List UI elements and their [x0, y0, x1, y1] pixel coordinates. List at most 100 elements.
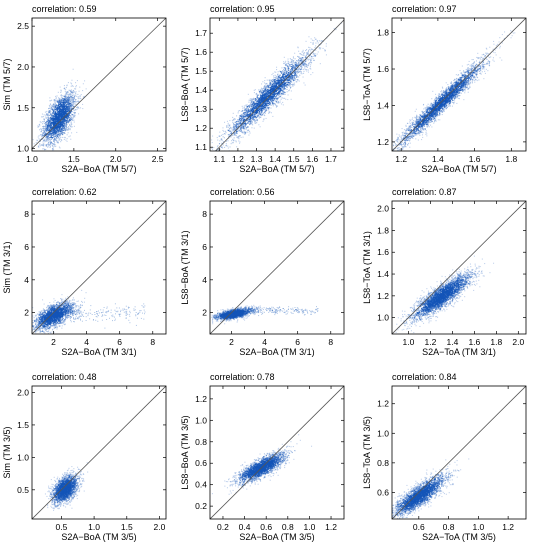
data-point: [281, 67, 283, 69]
data-point: [49, 110, 51, 112]
data-point: [289, 72, 291, 74]
data-point: [43, 143, 45, 145]
data-point: [261, 95, 263, 97]
data-point: [51, 130, 53, 132]
data-point: [281, 77, 283, 79]
data-point: [56, 115, 58, 117]
data-point: [229, 128, 231, 130]
data-point: [250, 117, 252, 119]
data-point: [221, 134, 223, 136]
data-point: [287, 80, 289, 82]
data-point: [246, 106, 248, 108]
data-point: [247, 108, 249, 110]
data-point: [271, 89, 273, 91]
data-point: [43, 133, 45, 135]
data-point: [78, 98, 80, 100]
data-point: [252, 102, 254, 104]
data-point: [70, 118, 72, 120]
data-point: [303, 63, 305, 65]
data-point: [57, 128, 59, 130]
data-point: [319, 48, 321, 50]
data-point: [58, 103, 60, 105]
data-point: [64, 98, 66, 100]
data-point: [53, 134, 55, 136]
data-point: [238, 130, 240, 132]
data-point: [67, 101, 69, 103]
data-point: [273, 89, 275, 91]
data-point: [254, 122, 256, 124]
data-point: [57, 141, 59, 143]
data-point: [64, 103, 66, 105]
data-point: [287, 99, 289, 101]
data-point: [63, 129, 65, 131]
data-point: [281, 89, 283, 91]
data-point: [63, 129, 65, 131]
data-point: [267, 101, 269, 103]
data-point: [292, 83, 294, 85]
data-point: [243, 112, 245, 114]
data-point: [278, 90, 280, 92]
data-point: [274, 88, 276, 90]
data-point: [57, 134, 59, 136]
data-point: [55, 117, 57, 119]
data-point: [44, 130, 46, 132]
data-point: [199, 161, 200, 162]
data-point: [237, 130, 239, 132]
data-point: [262, 94, 264, 96]
data-point: [261, 105, 263, 107]
data-point: [44, 134, 46, 136]
data-point: [58, 119, 60, 121]
data-point: [272, 115, 274, 117]
data-point: [63, 99, 65, 101]
data-point: [277, 76, 279, 78]
data-point: [64, 99, 66, 101]
data-point: [52, 104, 54, 106]
data-point: [301, 60, 303, 62]
data-point: [295, 67, 297, 69]
data-point: [47, 137, 49, 139]
data-point: [253, 104, 255, 106]
data-point: [237, 125, 239, 127]
data-point: [255, 110, 257, 112]
data-point: [270, 92, 272, 94]
data-point: [55, 107, 57, 109]
data-point: [196, 162, 197, 163]
data-point: [294, 58, 296, 60]
data-point: [247, 106, 249, 108]
data-point: [321, 40, 323, 42]
data-point: [249, 104, 251, 106]
data-point: [277, 102, 279, 104]
data-point: [59, 133, 61, 135]
data-point: [241, 118, 243, 120]
plot-frame: [209, 17, 345, 152]
data-point: [250, 120, 252, 122]
data-point: [315, 38, 317, 40]
data-point: [57, 135, 59, 137]
data-point: [48, 133, 50, 135]
data-point: [66, 105, 68, 107]
data-point: [293, 66, 295, 68]
data-point: [235, 140, 237, 142]
data-point: [292, 69, 294, 71]
data-point: [415, 132, 417, 134]
data-point: [236, 122, 238, 124]
data-point: [241, 120, 243, 122]
data-point: [290, 66, 292, 68]
data-point: [44, 149, 46, 151]
data-point: [212, 149, 214, 151]
data-point: [70, 119, 72, 121]
data-point: [262, 97, 264, 99]
data-point: [64, 111, 66, 113]
data-point: [248, 118, 250, 120]
data-point: [202, 157, 203, 158]
data-point: [64, 95, 66, 97]
data-point: [47, 140, 49, 142]
data-point: [283, 63, 285, 65]
data-point: [309, 55, 311, 57]
data-point: [49, 103, 51, 105]
data-point: [67, 115, 69, 117]
data-point: [245, 105, 247, 107]
data-point: [62, 99, 64, 101]
data-point: [248, 114, 250, 116]
data-point: [247, 110, 249, 112]
